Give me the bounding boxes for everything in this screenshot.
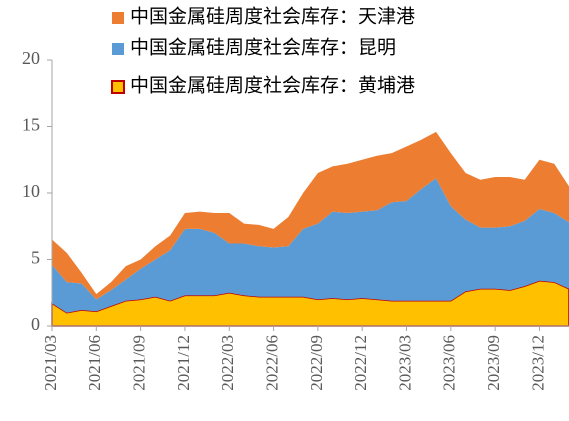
legend-swatch — [111, 80, 125, 94]
y-tick-label: 0 — [31, 314, 40, 334]
x-tick-label: 2023/06 — [440, 335, 459, 391]
legend-label: 中国金属硅周度社会库存：黄埔港 — [130, 74, 415, 96]
area — [52, 178, 569, 313]
y-tick-label: 5 — [31, 248, 40, 268]
x-tick-label: 2021/12 — [174, 335, 193, 391]
legend-label: 中国金属硅周度社会库存：天津港 — [130, 5, 415, 27]
area — [52, 131, 569, 300]
y-tick-label: 15 — [22, 115, 40, 135]
legend-swatch — [112, 12, 124, 24]
x-tick-label: 2022/09 — [307, 335, 326, 391]
x-tick-label: 2022/12 — [351, 335, 370, 391]
x-tick-label: 2023/09 — [484, 335, 503, 391]
legend-item: 中国金属硅周度社会库存：天津港 — [112, 5, 415, 27]
y-tick-label: 20 — [22, 48, 40, 68]
legend-swatch — [112, 43, 124, 55]
x-tick-label: 2021/06 — [85, 335, 104, 391]
x-tick-label: 2022/06 — [262, 335, 281, 391]
y-tick-label: 10 — [22, 181, 40, 201]
legend-item: 中国金属硅周度社会库存：黄埔港 — [111, 74, 415, 96]
x-tick-label: 2022/03 — [218, 335, 237, 391]
x-tick-label: 2021/03 — [41, 335, 60, 391]
x-tick-label: 2021/09 — [130, 335, 149, 391]
legend-label: 中国金属硅周度社会库存：昆明 — [130, 36, 396, 58]
legend-item: 中国金属硅周度社会库存：昆明 — [112, 36, 396, 58]
x-tick-label: 2023/03 — [395, 335, 414, 391]
x-tick-label: 2023/12 — [528, 335, 547, 391]
